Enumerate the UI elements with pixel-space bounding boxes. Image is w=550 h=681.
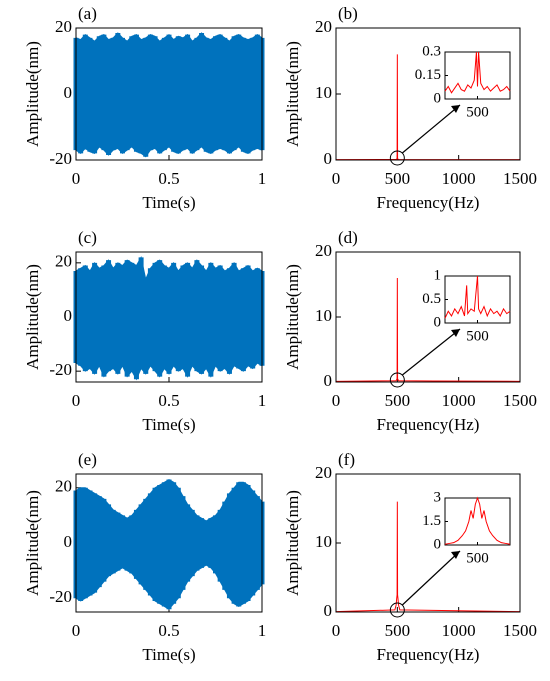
x-tick-label: 0 [332,391,341,410]
y-tick-label: 20 [55,477,72,496]
x-tick-label: 1 [258,391,267,410]
zoom-circle [389,602,405,618]
zoom-arrow [401,550,461,606]
y-tick-label: 20 [315,241,332,260]
x-axis-label: Time(s) [142,645,195,664]
arrow-head [451,329,460,337]
y-tick-label: -20 [49,149,72,168]
x-tick-label: 1000 [442,391,476,410]
inset-bg [445,498,510,545]
inset-line [444,496,511,545]
y-tick-label: 0 [64,306,73,325]
y-axis-label: Amplitude(nm) [23,264,42,370]
y-tick-label: 1.5 [422,513,441,529]
x-tick-label: 0.5 [158,621,179,640]
y-axis-label: Amplitude(nm) [23,41,42,147]
zoom-circle [389,372,405,388]
y-tick-label: 0 [434,90,442,106]
spectrum-line [335,54,521,161]
y-tick-label: 10 [315,83,332,102]
y-tick-label: 20 [55,252,72,271]
x-tick-label: 1 [258,621,267,640]
x-tick-label: 0 [332,169,341,188]
panel-label: (a) [78,4,97,23]
y-tick-label: 0 [434,536,442,552]
y-axis-label: Amplitude(nm) [23,490,42,596]
axes-box [444,51,511,100]
arrow-head [451,105,460,113]
x-tick-label: 1 [258,169,267,188]
zoom-arrow [401,328,461,376]
y-tick-label: 10 [315,306,332,325]
panel-label: (f) [338,450,355,469]
x-tick-label: 1500 [503,391,537,410]
x-tick-label: 0 [72,621,81,640]
axes-frame [335,473,521,613]
y-tick-label: 20 [315,463,332,482]
signal-envelope [75,478,263,610]
x-tick-label: 500 [385,621,411,640]
x-axis-label: Time(s) [142,193,195,212]
y-tick-label: 0 [324,601,333,620]
x-tick-label: 1000 [442,169,476,188]
x-tick-label: 1500 [503,621,537,640]
panel-label: (e) [78,450,97,469]
y-tick-label: 0 [324,371,333,390]
y-tick-label: 20 [55,17,72,36]
y-tick-label: -20 [49,587,72,606]
x-tick-label: 500 [385,169,411,188]
zoom-circle [389,150,405,166]
axes-frame [75,251,263,383]
y-tick-label: 0 [64,532,73,551]
x-tick-label: 1000 [442,621,476,640]
y-tick-label: 0 [434,314,442,330]
y-tick-label: 10 [315,532,332,551]
x-tick-label: 0 [332,621,341,640]
x-tick-label: 0 [72,391,81,410]
axes-frame [335,27,521,161]
x-tick-label: 1500 [503,169,537,188]
x-tick-label: 0 [72,169,81,188]
x-axis-label: Frequency(Hz) [377,645,480,664]
axes-frame [75,27,263,161]
signal-envelope [75,32,263,158]
x-tick-label: 500 [466,550,489,566]
y-tick-label: 0.5 [422,291,441,307]
y-axis-label: Amplitude(nm) [283,264,302,370]
x-tick-label: 500 [385,391,411,410]
y-tick-label: 1 [434,267,442,283]
panel-label: (c) [78,228,97,247]
y-tick-label: 0.3 [422,43,441,59]
x-tick-label: 0.5 [158,169,179,188]
zoom-arrow [401,104,461,154]
panel-label: (d) [338,228,358,247]
y-tick-label: 3 [434,489,442,505]
y-tick-label: -20 [49,360,72,379]
y-tick-label: 0 [64,83,73,102]
inset-line [444,51,511,94]
y-tick-label: 20 [315,17,332,36]
x-tick-label: 500 [466,104,489,120]
signal-envelope [75,256,263,381]
inset-line [444,275,511,319]
spectrum-line [335,501,521,613]
y-axis-label: Amplitude(nm) [283,41,302,147]
x-tick-label: 500 [466,328,489,344]
axes-frame [335,251,521,383]
x-tick-label: 0.5 [158,391,179,410]
y-tick-label: 0 [324,149,333,168]
y-tick-label: 0.15 [415,67,441,83]
x-axis-label: Time(s) [142,415,195,434]
panel-label: (b) [338,4,358,23]
x-axis-label: Frequency(Hz) [377,193,480,212]
x-axis-label: Frequency(Hz) [377,415,480,434]
y-axis-label: Amplitude(nm) [283,490,302,596]
arrow-head [451,551,460,559]
axes-frame [75,473,263,613]
spectrum-line [335,277,521,382]
